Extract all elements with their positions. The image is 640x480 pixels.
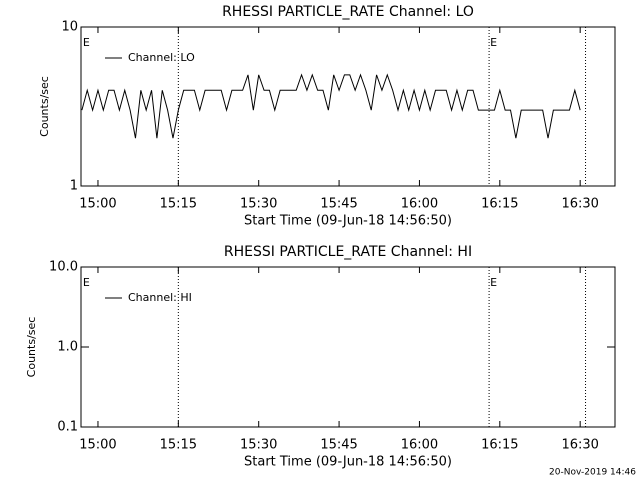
y-tick-label: 10 — [61, 20, 78, 35]
annotation: E — [83, 276, 90, 289]
plot-frame — [80, 26, 616, 187]
x-axis-label: Start Time (09-Jun-18 14:56:50) — [244, 214, 452, 229]
annotation: E — [83, 36, 90, 49]
x-tick-label: 15:00 — [79, 438, 116, 453]
x-tick-label: 16:15 — [481, 438, 518, 453]
x-tick-label: 16:30 — [561, 197, 598, 212]
legend-label: Channel: LO — [128, 51, 195, 64]
x-tick-label: 15:45 — [320, 197, 357, 212]
x-tick-label: 15:30 — [240, 197, 277, 212]
y-axis-label: Counts/sec — [25, 317, 38, 378]
y-tick-label: 1.0 — [57, 340, 78, 355]
x-tick-label: 15:30 — [240, 438, 277, 453]
x-tick-label: 15:15 — [160, 197, 197, 212]
x-tick-label: 15:15 — [160, 438, 197, 453]
annotation: E — [490, 36, 497, 49]
x-tick-label: 16:30 — [561, 438, 598, 453]
y-tick-label: 10.0 — [49, 260, 78, 275]
y-tick-label: 0.1 — [57, 420, 78, 435]
y-axis-label: Counts/sec — [38, 76, 51, 137]
x-tick-label: 15:45 — [320, 438, 357, 453]
timestamp: 20-Nov-2019 14:46 — [549, 468, 636, 478]
x-tick-label: 16:00 — [401, 438, 438, 453]
legend-label: Channel: HI — [128, 291, 192, 304]
x-axis-label: Start Time (09-Jun-18 14:56:50) — [244, 455, 452, 470]
chart-title: RHESSI PARTICLE_RATE Channel: HI — [224, 244, 472, 260]
chart-title: RHESSI PARTICLE_RATE Channel: LO — [222, 4, 474, 20]
x-tick-label: 16:15 — [481, 197, 518, 212]
x-tick-label: 15:00 — [79, 197, 116, 212]
annotation: E — [490, 276, 497, 289]
y-tick-label: 1 — [70, 179, 78, 194]
x-tick-label: 16:00 — [401, 197, 438, 212]
data-line — [81, 73, 581, 139]
